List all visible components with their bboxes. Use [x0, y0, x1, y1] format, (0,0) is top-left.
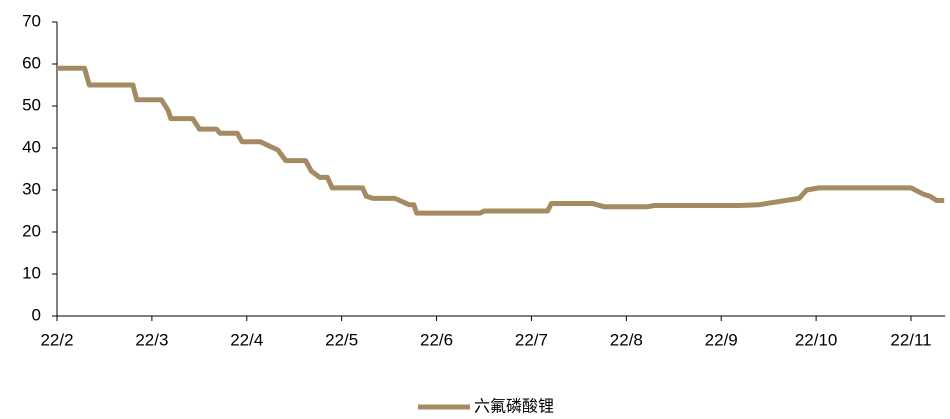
legend-label: 六氟磷酸锂	[474, 397, 554, 416]
y-tick-label: 10	[22, 263, 41, 282]
y-tick-label: 70	[22, 11, 41, 30]
y-tick-label: 60	[22, 53, 41, 72]
x-tick-label: 22/3	[135, 330, 168, 349]
x-tick-label: 22/8	[610, 330, 643, 349]
y-tick-label: 50	[22, 95, 41, 114]
y-tick-label: 30	[22, 179, 41, 198]
x-tick-label: 22/10	[795, 330, 838, 349]
x-tick-label: 22/7	[515, 330, 548, 349]
y-tick-label: 0	[32, 305, 41, 324]
line	[57, 65, 945, 216]
x-tick-label: 22/11	[890, 330, 931, 349]
x-tick-label: 22/4	[230, 330, 263, 349]
y-tick-label: 40	[22, 137, 41, 156]
x-tick-label: 22/2	[40, 330, 73, 349]
y-tick-label: 20	[22, 221, 41, 240]
x-tick-label: 22/6	[420, 330, 453, 349]
x-tick-label: 22/9	[705, 330, 738, 349]
x-tick-label: 22/5	[325, 330, 358, 349]
